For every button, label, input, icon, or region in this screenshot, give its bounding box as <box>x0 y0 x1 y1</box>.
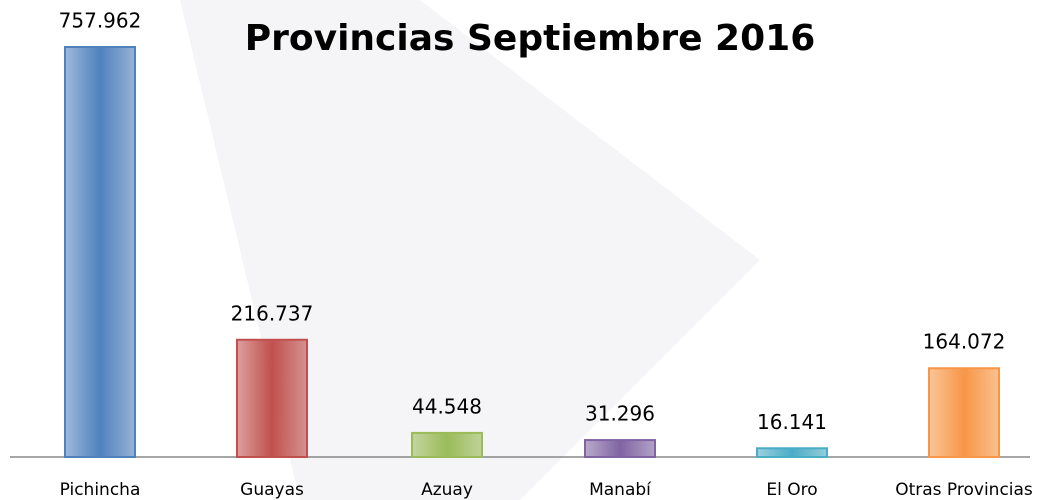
x-tick-label: Otras Provincias <box>895 480 1033 500</box>
value-label: 164.072 <box>923 330 1006 354</box>
bar <box>411 431 483 458</box>
x-tick-label: Pichincha <box>60 480 141 500</box>
value-label: 757.962 <box>59 9 142 33</box>
value-label: 216.737 <box>231 301 314 325</box>
bar <box>236 338 308 459</box>
background-shape <box>180 0 760 500</box>
x-tick-label: El Oro <box>766 480 817 500</box>
value-label: 16.141 <box>757 410 827 434</box>
bar <box>584 439 656 458</box>
bar <box>756 447 828 459</box>
value-label: 44.548 <box>412 394 482 418</box>
value-label: 31.296 <box>585 402 655 426</box>
x-tick-label: Manabí <box>589 480 652 500</box>
bar <box>928 367 1000 458</box>
chart-title: Provincias Septiembre 2016 <box>245 18 816 59</box>
x-tick-label: Guayas <box>240 480 304 500</box>
x-tick-label: Azuay <box>421 480 473 500</box>
bar <box>64 46 136 458</box>
